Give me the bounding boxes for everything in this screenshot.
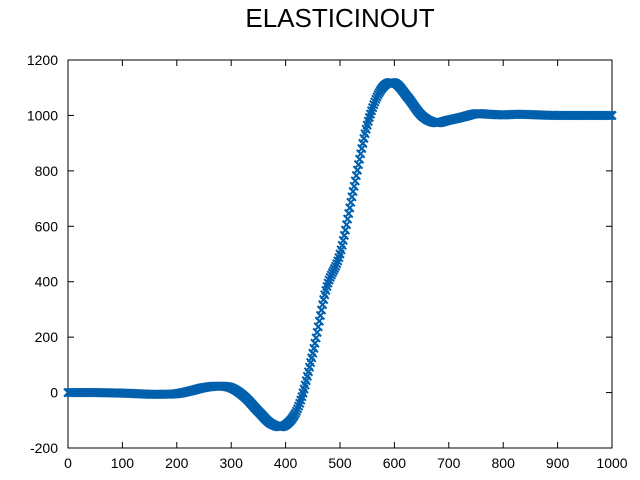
data-point xyxy=(292,404,303,414)
x-tick-label: 700 xyxy=(437,455,461,471)
x-tick-label: 900 xyxy=(546,455,570,471)
x-tick-label: 100 xyxy=(111,455,135,471)
y-tick-label: 400 xyxy=(35,274,59,290)
x-tick-label: 300 xyxy=(220,455,244,471)
data-point xyxy=(370,97,380,107)
chart-title: ELASTICINOUT xyxy=(245,3,434,33)
x-tick-label: 800 xyxy=(492,455,516,471)
y-tick-label: 800 xyxy=(35,163,59,179)
data-series xyxy=(63,77,617,432)
y-tick-label: 200 xyxy=(35,329,59,345)
data-point xyxy=(369,99,379,110)
y-tick-label: 1000 xyxy=(27,107,58,123)
y-tick-label: -200 xyxy=(30,440,58,456)
y-tick-label: 600 xyxy=(35,218,59,234)
x-tick-label: 1000 xyxy=(596,455,627,471)
x-tick-label: 600 xyxy=(383,455,407,471)
x-tick-label: 500 xyxy=(328,455,352,471)
x-tick-label: 400 xyxy=(274,455,298,471)
x-tick-label: 0 xyxy=(64,455,72,471)
y-tick-label: 1200 xyxy=(27,52,58,68)
axis-ticks xyxy=(67,59,613,449)
x-tick-label: 200 xyxy=(165,455,189,471)
data-point xyxy=(324,275,334,285)
y-tick-label: 0 xyxy=(50,385,58,401)
data-point xyxy=(607,110,617,121)
tick-labels: 0 100 200 300 400 500 600 700 800 900 1000 -200 0 200… xyxy=(27,52,628,471)
data-point xyxy=(332,259,342,269)
